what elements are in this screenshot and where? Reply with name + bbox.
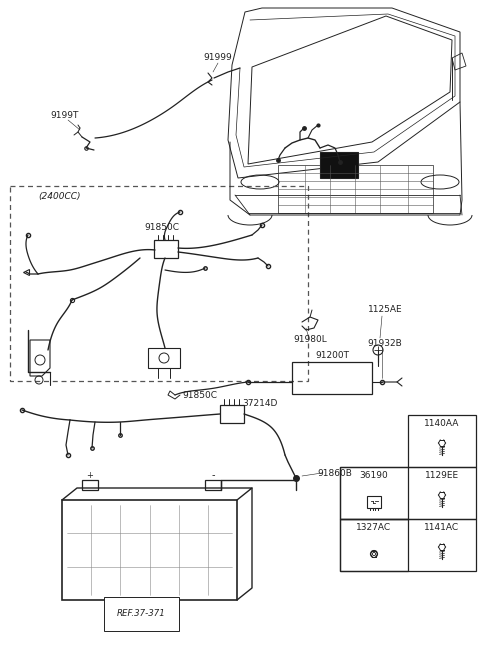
Text: 36190: 36190 [360, 470, 388, 479]
Bar [220, 405, 244, 423]
Text: +: + [86, 470, 94, 479]
Bar [367, 496, 381, 508]
Text: 91200T: 91200T [315, 352, 349, 360]
Bar [278, 165, 433, 213]
Text: REF.37-371: REF.37-371 [117, 610, 166, 618]
Text: (2400CC): (2400CC) [38, 193, 81, 202]
Text: 9199T: 9199T [51, 111, 79, 121]
Text: 1327AC: 1327AC [357, 523, 392, 531]
Text: 91932B: 91932B [368, 339, 402, 348]
Text: 91980L: 91980L [293, 335, 327, 345]
Text: -: - [211, 470, 215, 480]
Bar [82, 480, 98, 490]
Text: 1125AE: 1125AE [368, 305, 402, 314]
Bar [62, 500, 237, 600]
Text: 91860B: 91860B [318, 468, 352, 477]
Text: 37214D: 37214D [242, 398, 278, 407]
Text: 1129EE: 1129EE [425, 470, 459, 479]
Bar [205, 480, 221, 490]
Bar [10, 186, 308, 381]
Text: 91850C: 91850C [144, 223, 180, 233]
Bar [340, 519, 476, 571]
Bar [340, 467, 476, 519]
Text: 1140AA: 1140AA [424, 419, 460, 428]
Text: 91850C: 91850C [182, 392, 217, 400]
Text: 1141AC: 1141AC [424, 523, 459, 531]
Text: 91999: 91999 [204, 52, 232, 62]
Bar [340, 519, 408, 571]
Bar [408, 415, 476, 467]
Bar [340, 467, 408, 519]
Bar [292, 362, 372, 394]
Bar [320, 152, 358, 178]
Bar [154, 240, 178, 258]
